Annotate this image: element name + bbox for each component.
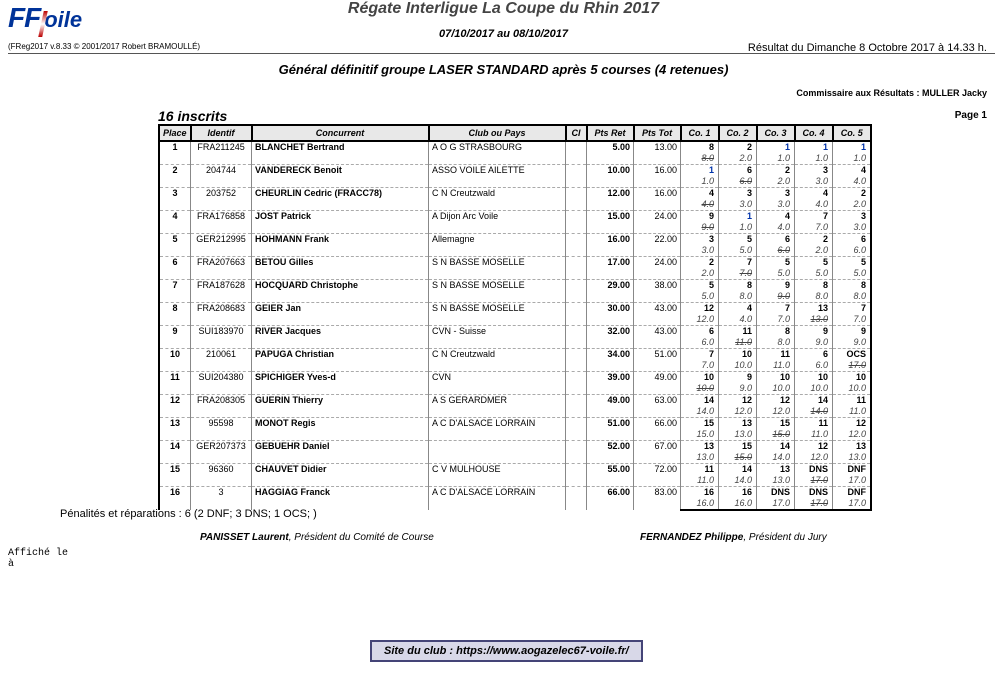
- table-row: 8FRA208683GEIER JanS N BASSE MOSELLE30.0…: [159, 303, 871, 315]
- signature-president-jury: FERNANDEZ Philippe, Président du Jury: [640, 532, 827, 543]
- software-credit: (FReg2017 v.8.33 © 2001/2017 Robert BRAM…: [8, 42, 200, 51]
- table-row: 9SUI183970RIVER JacquesCVN - Suisse32.00…: [159, 326, 871, 338]
- table-row: 10210061PAPUGA ChristianC N Creutzwald34…: [159, 349, 871, 361]
- col-cl: Cl: [566, 125, 587, 141]
- signature-president-course: PANISSET Laurent, Président du Comité de…: [200, 532, 434, 543]
- table-row: 11SUI204380SPICHIGER Yves-dCVN39.0049.00…: [159, 372, 871, 384]
- entrants-count: 16 inscrits: [158, 108, 227, 124]
- table-row: 1FRA211245BLANCHET BertrandA O G STRASBO…: [159, 141, 871, 153]
- table-row: 12FRA208305GUERIN ThierryA S GERARDMER49…: [159, 395, 871, 407]
- col-concurrent: Concurrent: [252, 125, 429, 141]
- page-number: Page 1: [955, 110, 987, 121]
- col-club: Club ou Pays: [429, 125, 566, 141]
- table-row: 14GER207373GEBUEHR Daniel52.0067.0013151…: [159, 441, 871, 453]
- table-row: 3203752CHEURLIN Cedric (FRACC78)C N Creu…: [159, 188, 871, 200]
- table-row: 1596360CHAUVET DidierC V MULHOUSE55.0072…: [159, 464, 871, 476]
- col-co4: Co. 4: [795, 125, 833, 141]
- col-co1: Co. 1: [681, 125, 719, 141]
- table-row: 7FRA187628HOCQUARD ChristopheS N BASSE M…: [159, 280, 871, 292]
- col-ident: Identif: [191, 125, 252, 141]
- results-officer: Commissaire aux Résultats : MULLER Jacky: [796, 88, 987, 98]
- col-ptsret: Pts Ret: [587, 125, 634, 141]
- col-ptstot: Pts Tot: [634, 125, 681, 141]
- col-place: Place: [159, 125, 191, 141]
- club-website-box: Site du club : https://www.aogazelec67-v…: [370, 640, 643, 662]
- table-header-row: Place Identif Concurrent Club ou Pays Cl…: [159, 125, 871, 141]
- ranking-subtitle: Général définitif groupe LASER STANDARD …: [0, 62, 1007, 77]
- divider: [8, 53, 995, 54]
- table-row: 6FRA207663BETOU GillesS N BASSE MOSELLE1…: [159, 257, 871, 269]
- table-row: 5GER212995HOHMANN FrankAllemagne16.0022.…: [159, 234, 871, 246]
- col-co2: Co. 2: [719, 125, 757, 141]
- table-row: 163HAGGIAG FranckA C D'ALSACE LORRAIN66.…: [159, 487, 871, 499]
- posted-at: Affiché le à: [8, 548, 68, 570]
- table-row: 2204744VANDERECK BenoitASSO VOILE AILETT…: [159, 165, 871, 177]
- col-co3: Co. 3: [757, 125, 795, 141]
- event-title: Régate Interligue La Coupe du Rhin 2017: [0, 0, 1007, 18]
- table-row: 1395598MONOT RegisA C D'ALSACE LORRAIN51…: [159, 418, 871, 430]
- event-dates: 07/10/2017 au 08/10/2017: [0, 28, 1007, 40]
- col-co5: Co. 5: [833, 125, 872, 141]
- table-row: 4FRA176858JOST PatrickA Dijon Arc Voile1…: [159, 211, 871, 223]
- results-table: Place Identif Concurrent Club ou Pays Cl…: [158, 124, 872, 511]
- penalties-line: Pénalités et réparations : 6 (2 DNF; 3 D…: [60, 508, 317, 520]
